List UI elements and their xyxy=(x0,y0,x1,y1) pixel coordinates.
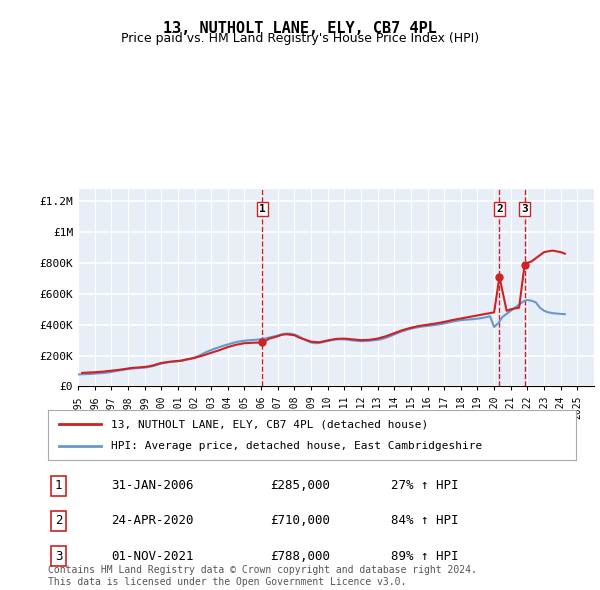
Text: £788,000: £788,000 xyxy=(270,549,330,563)
Text: £285,000: £285,000 xyxy=(270,479,330,493)
Text: £710,000: £710,000 xyxy=(270,514,330,527)
Text: 31-JAN-2006: 31-JAN-2006 xyxy=(112,479,194,493)
Text: 3: 3 xyxy=(55,549,62,563)
Text: 27% ↑ HPI: 27% ↑ HPI xyxy=(391,479,459,493)
Text: 24-APR-2020: 24-APR-2020 xyxy=(112,514,194,527)
Text: HPI: Average price, detached house, East Cambridgeshire: HPI: Average price, detached house, East… xyxy=(112,441,482,451)
Text: 13, NUTHOLT LANE, ELY, CB7 4PL: 13, NUTHOLT LANE, ELY, CB7 4PL xyxy=(163,21,437,35)
Text: 3: 3 xyxy=(521,204,528,214)
Text: 89% ↑ HPI: 89% ↑ HPI xyxy=(391,549,459,563)
Text: 1: 1 xyxy=(55,479,62,493)
Text: 84% ↑ HPI: 84% ↑ HPI xyxy=(391,514,459,527)
Text: 2: 2 xyxy=(496,204,503,214)
Text: 1: 1 xyxy=(259,204,266,214)
Text: 13, NUTHOLT LANE, ELY, CB7 4PL (detached house): 13, NUTHOLT LANE, ELY, CB7 4PL (detached… xyxy=(112,419,428,429)
Text: 2: 2 xyxy=(55,514,62,527)
Text: Price paid vs. HM Land Registry's House Price Index (HPI): Price paid vs. HM Land Registry's House … xyxy=(121,32,479,45)
Text: Contains HM Land Registry data © Crown copyright and database right 2024.
This d: Contains HM Land Registry data © Crown c… xyxy=(48,565,477,587)
Text: 01-NOV-2021: 01-NOV-2021 xyxy=(112,549,194,563)
